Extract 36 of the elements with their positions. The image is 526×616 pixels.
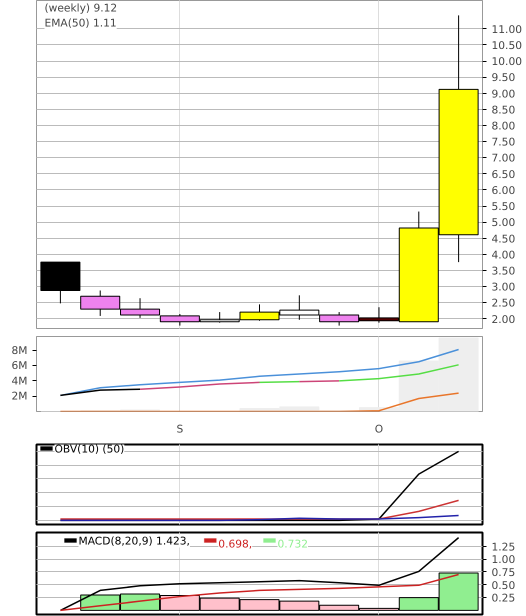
y-tick-label: 8M (12, 344, 28, 357)
annotation: EMA(50) 1.11 (44, 16, 117, 30)
y-tick-label: 4.00 (492, 248, 516, 262)
y-tick-label: 0.75 (492, 566, 516, 579)
y-tick-label: 3.50 (492, 264, 516, 278)
y-tick-label: 2M (12, 390, 28, 403)
y-tick-label: 4M (12, 374, 28, 388)
legend-label: OBV(10) (50) (54, 442, 124, 456)
y-tick-label: 4.50 (492, 232, 516, 246)
y-tick-label: 8.50 (492, 103, 516, 116)
y-tick-label: 8.00 (492, 120, 516, 133)
y-tick-label: 5.00 (492, 216, 516, 230)
y-tick-label: 6M (12, 359, 28, 372)
y-tick-label: 10.00 (492, 55, 522, 68)
chart-title: (weekly) 9.12 (44, 2, 118, 14)
legend-label: MACD(8,20,9) 1.423, (78, 534, 190, 548)
x-tick-label: S (176, 422, 184, 436)
x-tick-label: O (374, 422, 384, 436)
y-tick-label: 7.50 (492, 136, 516, 149)
y-tick-label: 6.00 (492, 184, 516, 197)
y-tick-label: 0.25 (492, 592, 516, 605)
y-tick-label: 2.50 (492, 296, 516, 310)
y-tick-label: 2.00 (492, 312, 516, 326)
y-tick-label: 10.50 (492, 38, 522, 52)
y-tick-label: 9.50 (492, 71, 516, 84)
y-tick-label: 6.50 (492, 168, 516, 181)
y-tick-label: 3.00 (492, 280, 516, 294)
y-tick-label: 1.25 (492, 540, 516, 554)
legend-label: 0.732 (278, 538, 308, 550)
y-tick-label: 5.50 (492, 200, 516, 214)
y-tick-label: 9.00 (492, 87, 516, 100)
legend-label: 0.698, (218, 538, 252, 550)
y-tick-label: 0.50 (492, 578, 516, 592)
y-tick-label: 11.00 (492, 22, 522, 36)
y-tick-label: 1.00 (492, 553, 516, 566)
y-tick-label: 7.00 (492, 152, 516, 165)
